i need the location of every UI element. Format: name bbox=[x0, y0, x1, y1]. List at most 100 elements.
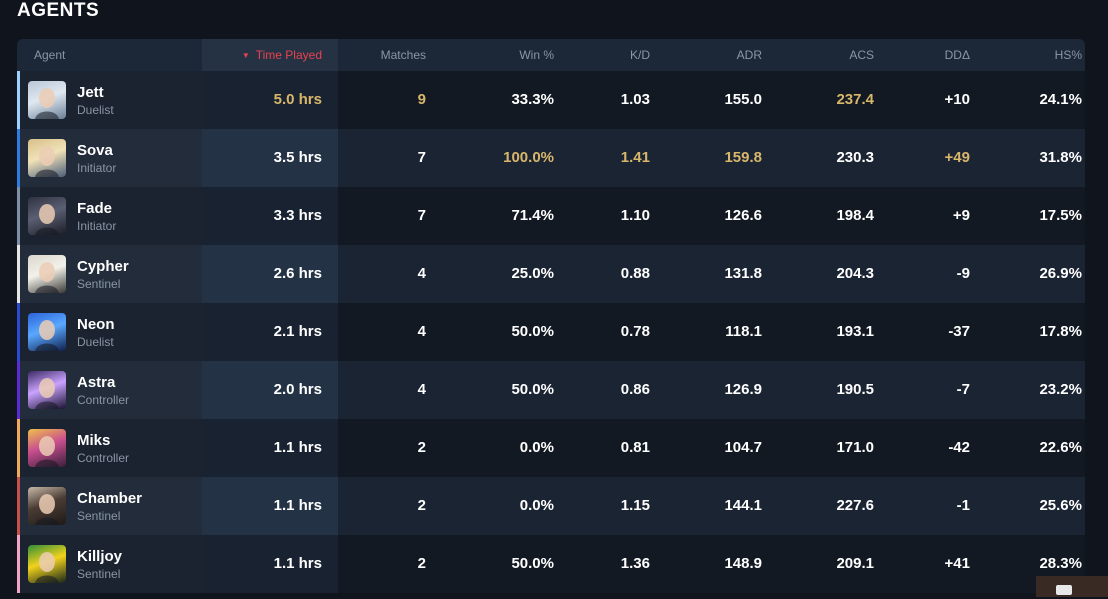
cell-dd: +10 bbox=[944, 91, 970, 108]
agent-role: Controller bbox=[77, 393, 130, 407]
agent-name: Cypher bbox=[77, 258, 129, 275]
cell-acs: 171.0 bbox=[836, 439, 874, 456]
cell-acs: 193.1 bbox=[836, 323, 874, 340]
col-header-hs[interactable]: HS% bbox=[1054, 48, 1082, 62]
cell-dd: -7 bbox=[956, 381, 970, 398]
chamber-portrait-icon bbox=[28, 487, 66, 525]
cell-hs: 24.1% bbox=[1039, 91, 1082, 108]
col-header-dd[interactable]: DDΔ bbox=[944, 48, 970, 62]
overlay-icon bbox=[1056, 585, 1072, 595]
cell-kd: 0.81 bbox=[620, 439, 650, 456]
cell-matches: 7 bbox=[417, 207, 426, 224]
agent-cell: Fade Initiator bbox=[17, 187, 202, 245]
role-color-bar bbox=[17, 477, 20, 535]
cell-time: 2.6 hrs bbox=[273, 265, 322, 282]
cell-kd: 1.41 bbox=[620, 149, 650, 166]
cell-adr: 118.1 bbox=[725, 323, 762, 340]
agent-cell: Killjoy Sentinel bbox=[17, 535, 202, 593]
cell-kd: 0.88 bbox=[620, 265, 650, 282]
cell-win: 50.0% bbox=[511, 555, 554, 572]
section-title: AGENTS bbox=[17, 0, 100, 21]
table-row[interactable]: Cypher Sentinel 2.6 hrs 4 25.0% 0.88 131.8 204.… bbox=[17, 245, 1085, 303]
cypher-portrait-icon bbox=[28, 255, 66, 293]
col-header-kd[interactable]: K/D bbox=[629, 48, 650, 62]
agent-name: Miks bbox=[77, 432, 111, 449]
sort-desc-icon: ▼ bbox=[241, 51, 250, 60]
role-color-bar bbox=[17, 419, 20, 477]
role-color-bar bbox=[17, 245, 20, 303]
cell-time: 2.0 hrs bbox=[273, 381, 322, 398]
agent-name: Jett bbox=[77, 84, 104, 101]
cell-win: 0.0% bbox=[519, 497, 554, 514]
cell-matches: 9 bbox=[417, 91, 426, 108]
cell-hs: 17.8% bbox=[1039, 323, 1082, 340]
role-color-bar bbox=[17, 303, 20, 361]
sorted-column-bg bbox=[202, 535, 338, 593]
cell-dd: -42 bbox=[948, 439, 970, 456]
role-color-bar bbox=[17, 535, 20, 593]
col-header-time-played[interactable]: ▼ Time Played bbox=[202, 39, 338, 71]
corner-overlay-thumbnail[interactable] bbox=[1036, 576, 1108, 597]
table-row[interactable]: Fade Initiator 3.3 hrs 7 71.4% 1.10 126.6 198.4… bbox=[17, 187, 1085, 245]
cell-kd: 0.78 bbox=[620, 323, 650, 340]
agent-role: Duelist bbox=[77, 335, 114, 349]
cell-kd: 1.15 bbox=[620, 497, 650, 514]
jett-portrait-icon bbox=[28, 81, 66, 119]
cell-adr: 155.0 bbox=[724, 91, 762, 108]
agent-cell: Sova Initiator bbox=[17, 129, 202, 187]
cell-hs: 23.2% bbox=[1039, 381, 1082, 398]
table-row[interactable]: Astra Controller 2.0 hrs 4 50.0% 0.86 126.9 190… bbox=[17, 361, 1085, 419]
sorted-column-bg bbox=[202, 303, 338, 361]
cell-acs: 198.4 bbox=[836, 207, 874, 224]
astra-portrait-icon bbox=[28, 371, 66, 409]
table-row[interactable]: Neon Duelist 2.1 hrs 4 50.0% 0.78 118.1 193.1 -3… bbox=[17, 303, 1085, 361]
sorted-column-bg bbox=[202, 419, 338, 477]
table-row[interactable]: Sova Initiator 3.5 hrs 7 100.0% 1.41 159.8 230.… bbox=[17, 129, 1085, 187]
cell-win: 100.0% bbox=[503, 149, 554, 166]
table-row[interactable]: Miks Controller 1.1 hrs 2 0.0% 0.81 104.7 171.0… bbox=[17, 419, 1085, 477]
table-row[interactable]: Chamber Sentinel 1.1 hrs 2 0.0% 1.15 144.1 227.… bbox=[17, 477, 1085, 535]
cell-win: 50.0% bbox=[511, 381, 554, 398]
agent-name: Chamber bbox=[77, 490, 143, 507]
col-header-acs[interactable]: ACS bbox=[849, 48, 874, 62]
cell-kd: 0.86 bbox=[620, 381, 650, 398]
sorted-column-bg bbox=[202, 129, 338, 187]
agent-name: Astra bbox=[77, 374, 116, 391]
cell-matches: 4 bbox=[417, 323, 426, 340]
col-header-matches[interactable]: Matches bbox=[380, 48, 426, 62]
cell-adr: 144.1 bbox=[724, 497, 762, 514]
cell-hs: 17.5% bbox=[1039, 207, 1082, 224]
cell-dd: -1 bbox=[956, 497, 970, 514]
role-color-bar bbox=[17, 71, 20, 129]
cell-matches: 2 bbox=[417, 555, 426, 572]
cell-kd: 1.36 bbox=[620, 555, 650, 572]
col-header-win[interactable]: Win % bbox=[519, 48, 554, 62]
agent-cell: Jett Duelist bbox=[17, 71, 202, 129]
sorted-column-bg bbox=[202, 477, 338, 535]
cell-matches: 7 bbox=[417, 149, 426, 166]
cell-time: 1.1 hrs bbox=[273, 439, 322, 456]
agent-cell: Astra Controller bbox=[17, 361, 202, 419]
sorted-column-bg bbox=[202, 245, 338, 303]
sova-portrait-icon bbox=[28, 139, 66, 177]
sorted-column-bg bbox=[202, 187, 338, 245]
cell-matches: 4 bbox=[417, 381, 426, 398]
col-header-agent[interactable]: Agent bbox=[34, 48, 66, 62]
cell-win: 50.0% bbox=[511, 323, 554, 340]
cell-kd: 1.10 bbox=[620, 207, 650, 224]
agent-cell: Miks Controller bbox=[17, 419, 202, 477]
cell-time: 3.3 hrs bbox=[273, 207, 322, 224]
cell-kd: 1.03 bbox=[620, 91, 650, 108]
cell-win: 33.3% bbox=[511, 91, 554, 108]
cell-time: 2.1 hrs bbox=[273, 323, 322, 340]
cell-hs: 31.8% bbox=[1039, 149, 1082, 166]
cell-dd: -37 bbox=[948, 323, 970, 340]
agent-role: Controller bbox=[77, 451, 130, 465]
cell-hs: 26.9% bbox=[1039, 265, 1082, 282]
table-row[interactable]: Jett Duelist 5.0 hrs 9 33.3% 1.03 155.0 237.4 +1… bbox=[17, 71, 1085, 129]
col-header-adr[interactable]: ADR bbox=[736, 48, 762, 62]
agent-cell: Chamber Sentinel bbox=[17, 477, 202, 535]
miks-portrait-icon bbox=[28, 429, 66, 467]
cell-acs: 209.1 bbox=[836, 555, 874, 572]
table-row[interactable]: Killjoy Sentinel 1.1 hrs 2 50.0% 1.36 148.9 209… bbox=[17, 535, 1085, 593]
